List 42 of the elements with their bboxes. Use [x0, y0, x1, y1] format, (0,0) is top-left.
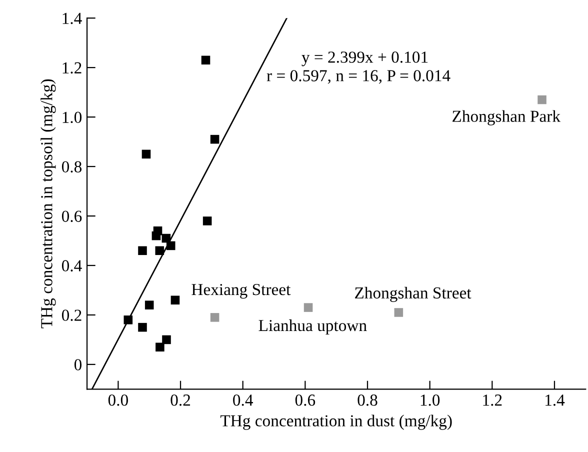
- annotation: r = 0.597, n = 16, P = 0.014: [266, 70, 450, 84]
- point: [152, 231, 161, 240]
- y-tick-label: 1.4: [62, 12, 82, 24]
- x-axis-title: THg concentration in dust (mg/kg): [220, 414, 452, 430]
- point: [142, 150, 151, 159]
- y-tick-label: 0: [74, 359, 82, 370]
- point: [144, 300, 154, 310]
- y-tick-label: 0.8: [62, 161, 82, 173]
- x-tick-label: 0.0: [108, 394, 128, 406]
- y-tick-label: 0.2: [62, 310, 82, 321]
- point: [138, 322, 147, 332]
- x-tick-label: 1.2: [483, 394, 502, 406]
- point: [124, 316, 133, 324]
- point: [138, 246, 147, 256]
- y-tick-label: 0.6: [62, 210, 82, 222]
- point: [538, 95, 546, 104]
- y-tick-label: 1.2: [62, 62, 82, 74]
- y-tick-label: 1.0: [62, 112, 82, 124]
- point: [162, 335, 171, 344]
- x-tick-label: 0.6: [295, 394, 316, 406]
- annotation: Zhongshan Park: [452, 110, 561, 126]
- x-tick-label: 0.2: [170, 394, 190, 406]
- annotation: Zhongshan Street: [355, 286, 472, 302]
- point: [156, 342, 164, 352]
- point: [166, 241, 176, 250]
- point: [155, 246, 164, 256]
- x-tick-label: 1.0: [420, 394, 440, 406]
- point: [170, 296, 180, 304]
- point: [394, 308, 404, 317]
- annotation: Hexiang Street: [192, 284, 291, 299]
- x-tick-label: 0.8: [358, 394, 378, 406]
- point: [210, 313, 220, 322]
- point: [210, 134, 220, 144]
- annotation: y = 2.399x + 0.101: [302, 52, 428, 66]
- annotation: Lianhua uptown: [258, 319, 367, 335]
- point: [202, 216, 212, 226]
- y-axis-title: THg concentration in topsoil (mg/kg): [40, 79, 56, 328]
- point: [304, 303, 313, 312]
- y-tick-label: 0.4: [62, 260, 82, 272]
- x-tick-label: 0.4: [233, 394, 253, 406]
- x-tick-label: 1.4: [546, 394, 565, 406]
- point: [201, 56, 210, 65]
